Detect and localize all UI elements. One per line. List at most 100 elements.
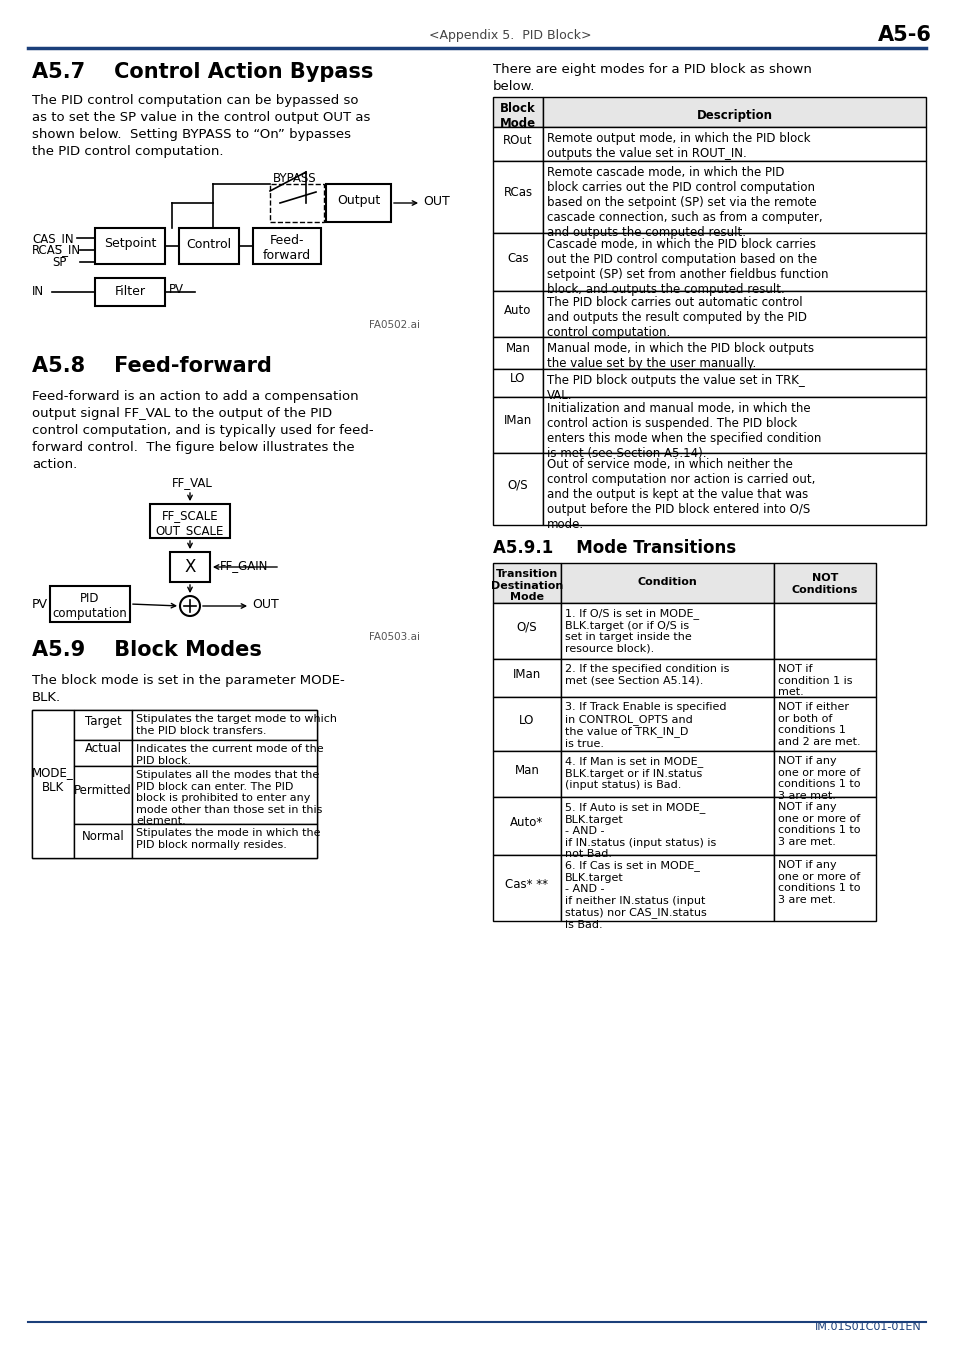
Bar [50,586,130,622]
Text: Permitted: Permitted [74,784,132,798]
Bar [773,751,875,796]
Text: FF_VAL: FF_VAL [172,477,213,489]
Text: FA0502.ai: FA0502.ai [369,320,419,329]
Bar [493,855,560,921]
Bar [132,824,316,859]
Bar [74,765,132,824]
Text: O/S: O/S [517,621,537,633]
Text: Description: Description [696,109,772,122]
Text: Cas* **: Cas* ** [505,878,548,891]
Bar [132,765,316,824]
Text: Stipulates the target mode to which
the PID block transfers.: Stipulates the target mode to which the … [136,714,336,736]
Bar [74,710,132,740]
Text: A5-6: A5-6 [877,26,931,45]
Text: 4. If Man is set in MODE_
BLK.target or if IN.status
(input status) is Bad.: 4. If Man is set in MODE_ BLK.target or … [564,756,702,790]
Text: A5.9    Block Modes: A5.9 Block Modes [32,640,262,660]
Text: output signal FF_VAL to the output of the PID: output signal FF_VAL to the output of th… [32,406,332,420]
Bar [170,552,210,582]
Bar [95,278,165,306]
Bar [773,603,875,659]
Text: NOT if any
one or more of
conditions 1 to
3 are met.: NOT if any one or more of conditions 1 t… [778,756,860,801]
Bar [95,228,165,265]
Bar [74,824,132,859]
Text: Initialization and manual mode, in which the
control action is suspended. The PI: Initialization and manual mode, in which… [546,402,821,460]
Text: Feed-forward is an action to add a compensation: Feed-forward is an action to add a compe… [32,390,358,404]
Text: ROut: ROut [502,134,533,147]
Bar [560,697,773,751]
Bar [493,97,542,127]
Bar [493,659,560,697]
Text: NOT if
condition 1 is
met.: NOT if condition 1 is met. [778,664,852,697]
Text: Filter: Filter [114,285,146,298]
Text: Stipulates all the modes that the
PID block can enter. The PID
block is prohibit: Stipulates all the modes that the PID bl… [136,769,322,826]
Text: IMan: IMan [503,414,532,428]
Text: NOT
Conditions: NOT Conditions [791,572,858,594]
Text: A5.7    Control Action Bypass: A5.7 Control Action Bypass [32,62,373,82]
Bar [560,796,773,855]
Bar [560,563,773,603]
Bar [542,234,925,292]
Text: Out of service mode, in which neither the
control computation nor action is carr: Out of service mode, in which neither th… [546,458,815,531]
Text: The block mode is set in the parameter MODE-: The block mode is set in the parameter M… [32,674,344,687]
Bar [773,563,875,603]
Bar [493,338,542,369]
Text: The PID block carries out automatic control
and outputs the result computed by t: The PID block carries out automatic cont… [546,296,806,339]
Text: below.: below. [493,80,535,93]
Text: X: X [184,558,195,576]
Text: 1. If O/S is set in MODE_
BLK.target (or if O/S is
set in target inside the
reso: 1. If O/S is set in MODE_ BLK.target (or… [564,608,699,653]
Text: Output: Output [336,194,379,207]
Text: Normal: Normal [82,830,124,844]
Text: A5.9.1    Mode Transitions: A5.9.1 Mode Transitions [493,539,736,558]
Bar [253,228,320,265]
Bar [493,563,560,603]
Text: OUT: OUT [422,194,449,208]
Bar [560,659,773,697]
Bar [150,504,230,539]
Text: IM.01S01C01-01EN: IM.01S01C01-01EN [815,1322,921,1332]
Text: Indicates the current mode of the
PID block.: Indicates the current mode of the PID bl… [136,744,323,765]
Bar [493,796,560,855]
Text: PV: PV [32,598,48,612]
Text: Manual mode, in which the PID block outputs
the value set by the user manually.: Manual mode, in which the PID block outp… [546,342,813,370]
Bar [270,184,324,221]
Text: control computation, and is typically used for feed-: control computation, and is typically us… [32,424,374,437]
Bar [493,697,560,751]
Text: Target: Target [85,714,121,728]
Bar [32,710,74,859]
Bar [542,338,925,369]
Bar [493,369,542,397]
Bar [542,127,925,161]
Text: IN: IN [32,285,44,298]
Text: Block
Mode: Block Mode [499,103,536,130]
Bar [493,234,542,292]
Bar [74,740,132,765]
Bar [542,454,925,525]
Bar [773,855,875,921]
Bar [542,369,925,397]
Bar [326,184,391,221]
Bar [493,127,542,161]
Text: 5. If Auto is set in MODE_
BLK.target
- AND -
if IN.status (input status) is
not: 5. If Auto is set in MODE_ BLK.target - … [564,802,716,860]
Bar [493,397,542,454]
Text: The PID control computation can be bypassed so: The PID control computation can be bypas… [32,95,358,107]
Text: Control: Control [186,238,232,251]
Text: Actual: Actual [85,743,121,756]
Text: LO: LO [518,714,534,726]
Bar [542,97,925,127]
Text: BYPASS: BYPASS [273,171,316,185]
Bar [542,292,925,338]
Text: NOT if any
one or more of
conditions 1 to
3 are met.: NOT if any one or more of conditions 1 t… [778,860,860,905]
Text: O/S: O/S [507,478,528,491]
Text: SP: SP [52,256,67,269]
Text: 2. If the specified condition is
met (see Section A5.14).: 2. If the specified condition is met (se… [564,664,729,686]
Bar [542,397,925,454]
Bar [773,697,875,751]
Text: <Appendix 5.  PID Block>: <Appendix 5. PID Block> [428,28,591,42]
Bar [493,751,560,796]
Text: RCAS_IN: RCAS_IN [32,243,81,256]
Bar [493,454,542,525]
Text: There are eight modes for a PID block as shown: There are eight modes for a PID block as… [493,63,811,76]
Text: NOT if any
one or more of
conditions 1 to
3 are met.: NOT if any one or more of conditions 1 t… [778,802,860,846]
Text: Setpoint: Setpoint [104,238,156,250]
Text: Cascade mode, in which the PID block carries
out the PID control computation bas: Cascade mode, in which the PID block car… [546,238,827,296]
